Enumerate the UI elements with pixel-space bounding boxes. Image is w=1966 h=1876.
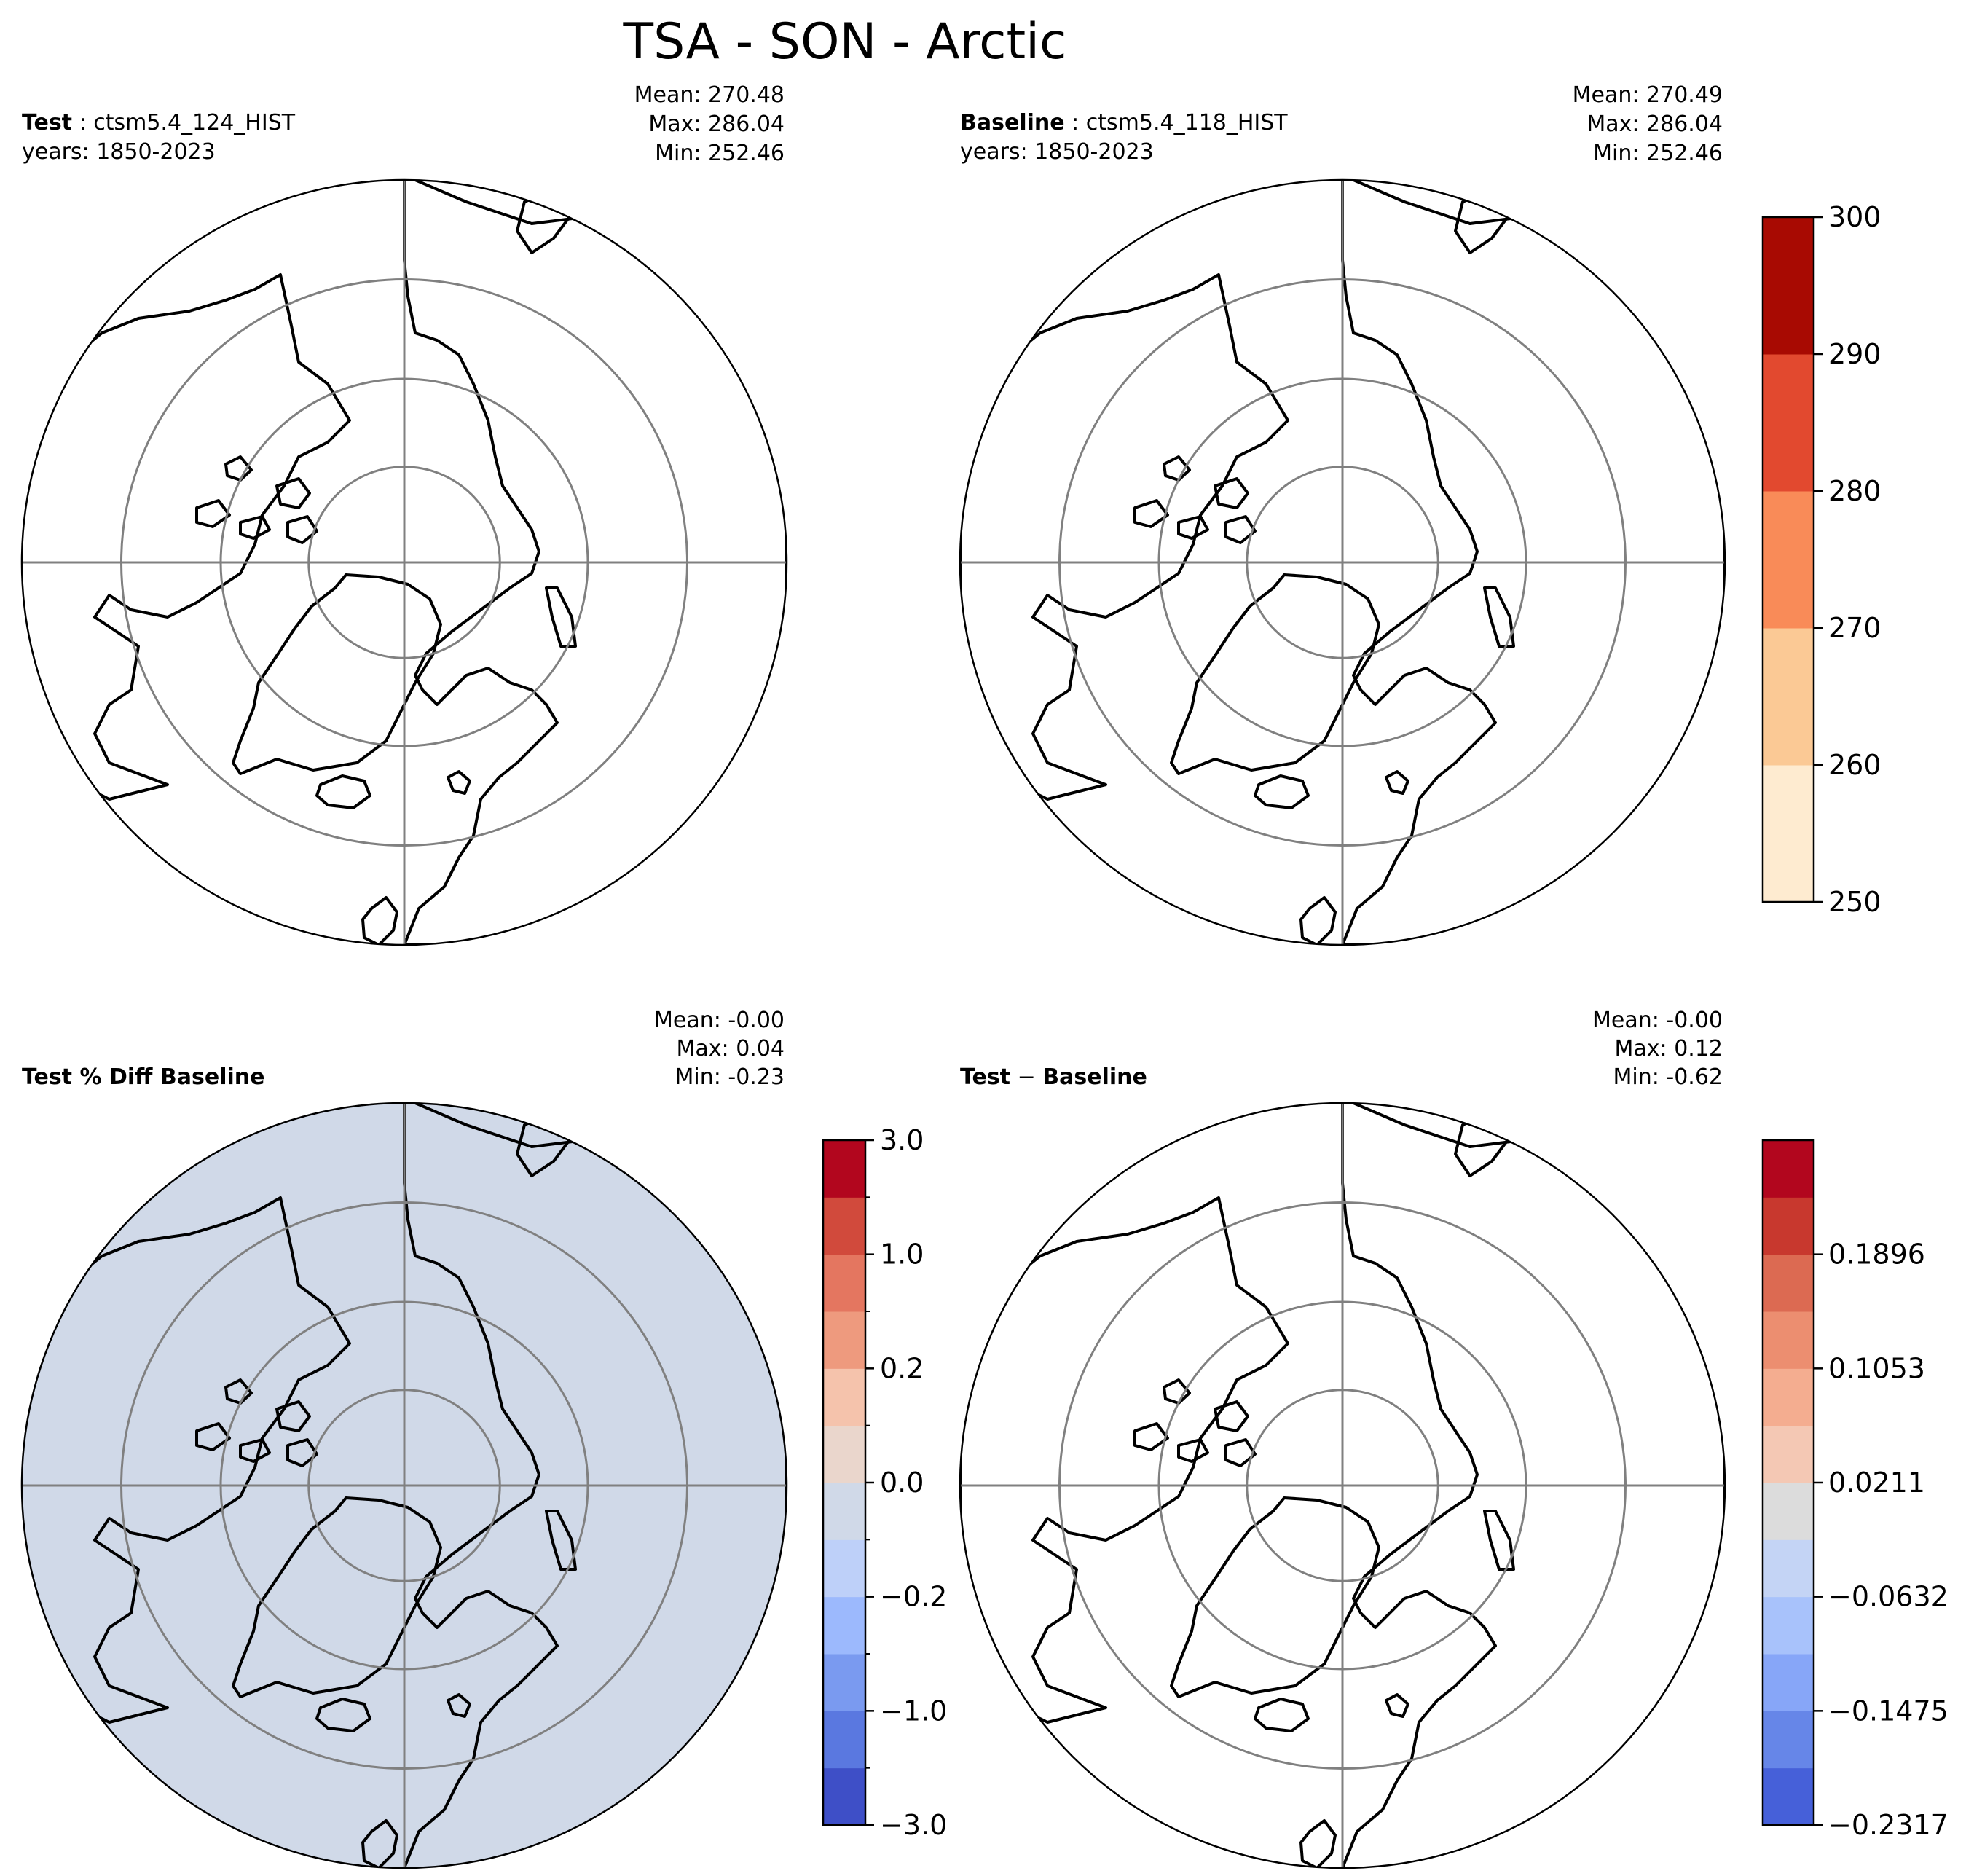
graticule (22, 1103, 787, 1868)
pct-cbar-swatch (823, 1596, 865, 1655)
panel-diff: Mean: -0.00 Max: 0.12 Min: -0.62 Test − … (959, 1008, 1726, 1869)
pct-cbar-swatch (823, 1483, 865, 1540)
diff-cbar-swatch (1763, 1654, 1814, 1711)
baseline-years: years: 1850-2023 (960, 139, 1154, 165)
test-years: years: 1850-2023 (22, 139, 216, 165)
pct-cbar-swatch (823, 1197, 865, 1255)
diff-cbar-tick-label: −0.1475 (1828, 1695, 1949, 1727)
diff-cbar-swatch (1763, 1254, 1814, 1312)
pct-cbar-tick-label: 0.0 (880, 1467, 924, 1499)
diff-cbar-tick-label: −0.2317 (1828, 1809, 1949, 1841)
diff-max: Max: 0.12 (1615, 1036, 1723, 1061)
pct-cbar-tick-label: 3.0 (880, 1124, 924, 1156)
diff-cbar-swatch (1763, 1368, 1814, 1426)
pct-cbar-swatch (823, 1767, 865, 1826)
test-label-sep: : (72, 110, 93, 136)
pct-cbar-tick-label: −3.0 (880, 1809, 947, 1841)
graticule (960, 1103, 1725, 1868)
diff-cbar-swatch (1763, 1767, 1814, 1826)
test-mean: Mean: 270.48 (634, 82, 785, 108)
pct-cbar-swatch (823, 1711, 865, 1769)
abs-cbar-tick-label: 300 (1828, 201, 1882, 233)
pct-min: Min: -0.23 (675, 1064, 785, 1090)
graticule (960, 180, 1725, 945)
map-boundary (20, 1102, 788, 1869)
figure-title: TSA - SON - Arctic (623, 13, 1067, 71)
diff-cbar-swatch (1763, 1539, 1814, 1598)
abs-cbar-swatch (1763, 628, 1814, 766)
baseline-label-sep: : (1065, 110, 1086, 136)
abs-cbar-swatch (1763, 765, 1814, 903)
panel-baseline: Mean: 270.49 Max: 286.04 Min: 252.46 Bas… (959, 82, 1726, 946)
diff-cbar-swatch (1763, 1197, 1814, 1255)
diff-cbar-swatch (1763, 1596, 1814, 1655)
diff-cbar-tick-label: 0.0211 (1828, 1467, 1925, 1499)
baseline-case-label: Baseline : ctsm5.4_118_HIST (960, 110, 1288, 136)
abs-cbar-tick-label: 290 (1828, 338, 1882, 370)
test-case-label: Test : ctsm5.4_124_HIST (22, 110, 296, 136)
diff-cbar-swatch (1763, 1140, 1814, 1198)
pct-cbar-swatch (823, 1254, 865, 1312)
pct-cbar-tick-label: −0.2 (880, 1581, 947, 1613)
abs-cbar-tick-label: 260 (1828, 749, 1882, 781)
baseline-min: Min: 252.46 (1593, 141, 1723, 166)
colorbar-percent-diff: −3.0 −1.0 −0.2 0.0 0.2 1.0 3.0 (822, 1124, 947, 1841)
map-boundary (959, 1102, 1726, 1869)
abs-cbar-tick-label: 280 (1828, 475, 1882, 507)
pct-cbar-swatch (823, 1140, 865, 1198)
abs-cbar-tick-label: 270 (1828, 612, 1882, 644)
pct-cbar-tick-label: 0.2 (880, 1352, 924, 1384)
diff-cbar-swatch (1763, 1311, 1814, 1369)
pct-cbar-swatch (823, 1654, 865, 1711)
test-label-value: ctsm5.4_124_HIST (93, 110, 296, 136)
diff-map (959, 1102, 1726, 1869)
test-max: Max: 286.04 (648, 111, 785, 137)
pct-cbar-tick-label: −1.0 (880, 1695, 947, 1727)
diff-mean: Mean: -0.00 (1592, 1008, 1723, 1033)
diff-label: Test − Baseline (960, 1064, 1147, 1090)
map-boundary (959, 178, 1726, 946)
baseline-label-bold: Baseline (960, 110, 1065, 136)
pct-cbar-swatch (823, 1425, 865, 1483)
diff-cbar-swatch (1763, 1483, 1814, 1540)
pct-label: Test % Diff Baseline (22, 1064, 265, 1090)
abs-cbar-swatch (1763, 217, 1814, 355)
graticule (22, 180, 787, 945)
diff-label-test: Test (960, 1064, 1010, 1090)
pct-mean: Mean: -0.00 (654, 1008, 785, 1033)
abs-cbar-swatch (1763, 491, 1814, 629)
diff-label-baseline: Baseline (1042, 1064, 1147, 1090)
colorbar-absolute: 250 260 270 280 290 300 (1761, 201, 1882, 918)
diff-cbar-tick-label: 0.1896 (1828, 1239, 1925, 1271)
diff-label-minus: − (1010, 1064, 1042, 1090)
colorbar-difference: −0.2317 −0.1475 −0.0632 0.0211 0.1053 0.1896 (1761, 1139, 1949, 1841)
diff-cbar-tick-label: 0.1053 (1828, 1352, 1925, 1384)
panel-test: Mean: 270.48 Max: 286.04 Min: 252.46 Tes… (20, 82, 788, 946)
diff-min: Min: -0.62 (1613, 1064, 1723, 1090)
baseline-mean: Mean: 270.49 (1573, 82, 1723, 108)
test-label-bold: Test (22, 110, 72, 136)
test-min: Min: 252.46 (655, 141, 785, 166)
pct-cbar-swatch (823, 1368, 865, 1426)
pct-cbar-swatch (823, 1539, 865, 1598)
diff-cbar-tick-label: −0.0632 (1828, 1581, 1949, 1613)
abs-cbar-frame (1761, 216, 1815, 903)
panel-pct-diff: Mean: -0.00 Max: 0.04 Min: -0.23 Test % … (20, 1008, 788, 1869)
baseline-max: Max: 286.04 (1586, 111, 1723, 137)
abs-cbar-swatch (1763, 354, 1814, 492)
map-boundary (20, 178, 788, 946)
test-map (20, 178, 788, 946)
baseline-label-value: ctsm5.4_118_HIST (1086, 110, 1289, 136)
pct-cbar-tick-label: 1.0 (880, 1239, 924, 1271)
diff-cbar-swatch (1763, 1425, 1814, 1483)
pct-map (20, 1102, 788, 1869)
abs-cbar-tick-label: 250 (1828, 886, 1882, 918)
diff-cbar-swatch (1763, 1711, 1814, 1769)
pct-max: Max: 0.04 (677, 1036, 785, 1061)
pct-cbar-swatch (823, 1311, 865, 1369)
baseline-map (959, 178, 1726, 946)
